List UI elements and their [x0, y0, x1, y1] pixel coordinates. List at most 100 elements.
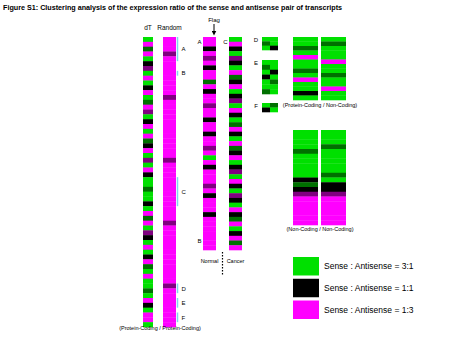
- heatmap-cell: [293, 64, 318, 69]
- heatmap-cell: [163, 105, 176, 110]
- cluster-bracket: [177, 298, 179, 308]
- heatmap-cell: [229, 113, 242, 118]
- heatmap-cell: [229, 141, 242, 146]
- heatmap-cell: [143, 71, 153, 76]
- heatmap-cell: [321, 64, 346, 69]
- heatmap-cell: [203, 99, 216, 104]
- heatmap-cell: [163, 197, 176, 202]
- heatmap-cell: [163, 37, 176, 42]
- heatmap-cell: [143, 110, 153, 115]
- heatmap-cell: [163, 47, 176, 52]
- heatmap-cell: [229, 222, 242, 227]
- column-label: Random: [157, 24, 182, 31]
- heatmap-cell: [229, 70, 242, 75]
- heatmap-cell: [203, 127, 216, 132]
- heatmap-cell: [229, 160, 242, 165]
- caption: (Protein-Coding / Non-Coding): [283, 102, 357, 108]
- heatmap-cell: [143, 182, 153, 187]
- heatmap-cell: [143, 317, 153, 322]
- heatmap-cell: [163, 211, 176, 216]
- heatmap-cell: [293, 192, 318, 197]
- heatmap-cell: [293, 55, 318, 60]
- heatmap-cell: [203, 117, 216, 122]
- heatmap-cell: [270, 79, 278, 84]
- heatmap-cell: [229, 170, 242, 175]
- heatmap-cell: [270, 108, 278, 113]
- heatmap-cell: [143, 255, 153, 260]
- heatmap-cell: [143, 129, 153, 134]
- heatmap-cell: [229, 56, 242, 61]
- heatmap-cell: [143, 61, 153, 66]
- heatmap-cell: [321, 42, 346, 47]
- heatmap-cell: [163, 269, 176, 274]
- heatmap-cell: [143, 245, 153, 250]
- heatmap-cell: [229, 94, 242, 99]
- heatmap-cell: [203, 113, 216, 118]
- heatmap-cell: [270, 37, 278, 42]
- heatmap-cell: [229, 146, 242, 151]
- heatmap-cell: [293, 82, 318, 87]
- heatmap-cell: [229, 207, 242, 212]
- heatmap-cell: [203, 65, 216, 70]
- legend-swatch: [293, 301, 319, 319]
- heatmap-cell: [163, 230, 176, 235]
- heatmap-cell: [203, 217, 216, 222]
- heatmap-cell: [321, 60, 346, 65]
- heatmap-cell: [293, 154, 318, 159]
- heatmap-cell: [143, 197, 153, 202]
- heatmap-cell: [229, 65, 242, 70]
- heatmap-cell: [143, 148, 153, 153]
- block-label: F: [254, 103, 258, 109]
- heatmap-cell: [229, 108, 242, 113]
- panel: dTRandomABCDEF(Protein-Coding / Protein-…: [119, 24, 201, 331]
- heatmap-cell: [203, 75, 216, 80]
- heatmap-cell: [143, 153, 153, 158]
- heatmap-cell: [293, 69, 318, 74]
- heatmap-cell: [203, 245, 216, 250]
- caption: (Protein-Coding / Protein-Coding): [119, 325, 201, 331]
- heatmap-cell: [203, 203, 216, 208]
- heatmap-column: [163, 37, 176, 327]
- heatmap-cell: [203, 132, 216, 137]
- heatmap-column: [321, 130, 346, 225]
- heatmap-cell: [163, 308, 176, 313]
- heatmap-cell: [163, 216, 176, 221]
- heatmap-cell: [143, 56, 153, 61]
- heatmap-cell: [321, 37, 346, 42]
- heatmap-cell: [229, 245, 242, 250]
- heatmap-cell: [293, 211, 318, 216]
- heatmap-cell: [143, 124, 153, 129]
- heatmap-cell: [293, 51, 318, 56]
- heatmap-cell: [229, 165, 242, 170]
- heatmap-cell: [203, 37, 216, 42]
- heatmap-cell: [143, 52, 153, 57]
- heatmap-cell: [321, 159, 346, 164]
- heatmap-cell: [229, 89, 242, 94]
- cluster-label: A: [182, 46, 186, 52]
- heatmap-cell: [229, 174, 242, 179]
- caption: (Non-Coding / Non-Coding): [287, 226, 354, 232]
- heatmap-cell: [321, 201, 346, 206]
- heatmap-cell: [203, 108, 216, 113]
- heatmap-cell: [321, 55, 346, 60]
- heatmap-cell: [293, 201, 318, 206]
- heatmap-cell: [203, 122, 216, 127]
- heatmap-cell: [143, 259, 153, 264]
- heatmap-cell: [163, 264, 176, 269]
- heatmap-cell: [293, 149, 318, 154]
- heatmap-cell: [143, 250, 153, 255]
- panel: D: [254, 37, 278, 50]
- heatmap-cell: [321, 211, 346, 216]
- heatmap-cell: [262, 41, 270, 46]
- legend-label: Sense : Antisense = 1:3: [324, 305, 414, 315]
- heatmap-column: [262, 37, 270, 50]
- heatmap-cell: [293, 178, 318, 183]
- heatmap-cell: [229, 84, 242, 89]
- heatmap-cell: [293, 78, 318, 83]
- heatmap-cell: [270, 84, 278, 89]
- heatmap-cell: [163, 134, 176, 139]
- heatmap-cell: [203, 51, 216, 56]
- heatmap-cell: [270, 41, 278, 46]
- heatmap-cell: [163, 259, 176, 264]
- heatmap-cell: [262, 79, 270, 84]
